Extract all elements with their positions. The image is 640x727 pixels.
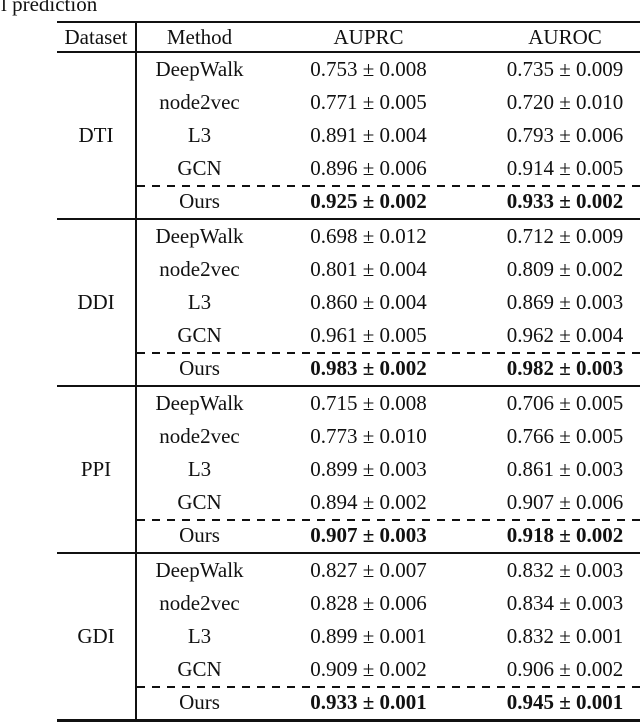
auprc-cell: 0.773 ± 0.010 (310, 424, 427, 448)
auprc-cell: 0.909 ± 0.002 (310, 657, 427, 681)
method-cell: GCN (177, 156, 222, 180)
method-cell: node2vec (159, 257, 240, 281)
method-cell: L3 (187, 290, 212, 314)
dataset-group-gdi: GDI DeepWalk 0.827 ± 0.007 0.832 ± 0.003… (57, 554, 640, 722)
dataset-label: PPI (57, 387, 137, 552)
auroc-cell: 0.706 ± 0.005 (506, 391, 624, 415)
table-header-row: Dataset Method AUPRC AUROC (57, 21, 640, 53)
auroc-cell: 0.832 ± 0.003 (506, 558, 624, 582)
dashed-separator (137, 185, 640, 187)
auprc-cell: 0.828 ± 0.006 (310, 591, 427, 615)
auroc-cell-best: 0.933 ± 0.002 (506, 189, 624, 213)
auprc-cell: 0.899 ± 0.003 (310, 457, 427, 481)
dashed-separator (137, 686, 640, 688)
auroc-cell-best: 0.918 ± 0.002 (506, 523, 624, 547)
caption-fragment: l prediction (1, 0, 98, 16)
auprc-cell: 0.801 ± 0.004 (310, 257, 427, 281)
auroc-cell: 0.907 ± 0.006 (506, 490, 624, 514)
auroc-cell-best: 0.945 ± 0.001 (506, 690, 624, 714)
header-auroc: AUROC (528, 24, 602, 49)
method-cell: node2vec (159, 424, 240, 448)
auroc-cell: 0.720 ± 0.010 (506, 90, 624, 114)
header-dataset: Dataset (57, 23, 137, 51)
auroc-cell: 0.793 ± 0.006 (506, 123, 624, 147)
method-cell: GCN (177, 490, 222, 514)
method-cell: GCN (177, 657, 222, 681)
auprc-cell: 0.827 ± 0.007 (310, 558, 427, 582)
auprc-cell: 0.715 ± 0.008 (310, 391, 427, 415)
auprc-cell: 0.698 ± 0.012 (310, 224, 427, 248)
dataset-group-ppi: PPI DeepWalk 0.715 ± 0.008 0.706 ± 0.005… (57, 387, 640, 554)
header-auprc: AUPRC (333, 24, 404, 49)
auroc-cell: 0.766 ± 0.005 (506, 424, 624, 448)
auroc-cell: 0.832 ± 0.001 (506, 624, 624, 648)
auroc-cell: 0.861 ± 0.003 (506, 457, 624, 481)
auprc-cell: 0.771 ± 0.005 (310, 90, 427, 114)
auprc-cell-best: 0.925 ± 0.002 (310, 189, 427, 213)
method-cell-ours: Ours (179, 356, 220, 380)
auroc-cell: 0.906 ± 0.002 (506, 657, 624, 681)
auroc-cell: 0.914 ± 0.005 (506, 156, 624, 180)
auroc-cell: 0.712 ± 0.009 (506, 224, 624, 248)
dataset-group-dti: DTI DeepWalk 0.753 ± 0.008 0.735 ± 0.009… (57, 53, 640, 220)
auroc-cell: 0.809 ± 0.002 (506, 257, 624, 281)
method-cell: DeepWalk (155, 391, 244, 415)
auroc-cell: 0.962 ± 0.004 (506, 323, 624, 347)
dataset-group-ddi: DDI DeepWalk 0.698 ± 0.012 0.712 ± 0.009… (57, 220, 640, 387)
dataset-label: DTI (57, 53, 137, 218)
auprc-cell: 0.753 ± 0.008 (310, 57, 427, 81)
method-cell: DeepWalk (155, 558, 244, 582)
auprc-cell-best: 0.933 ± 0.001 (310, 690, 427, 714)
auprc-cell: 0.860 ± 0.004 (310, 290, 427, 314)
dashed-separator (137, 519, 640, 521)
auroc-cell: 0.869 ± 0.003 (506, 290, 624, 314)
auroc-cell-best: 0.982 ± 0.003 (506, 356, 624, 380)
method-cell: L3 (187, 457, 212, 481)
auprc-cell: 0.894 ± 0.002 (310, 490, 427, 514)
method-cell-ours: Ours (179, 690, 220, 714)
auprc-cell: 0.891 ± 0.004 (310, 123, 427, 147)
method-cell: DeepWalk (155, 224, 244, 248)
method-cell: node2vec (159, 591, 240, 615)
auroc-cell: 0.834 ± 0.003 (506, 591, 624, 615)
method-cell-ours: Ours (179, 189, 220, 213)
auroc-cell: 0.735 ± 0.009 (506, 57, 624, 81)
method-cell: node2vec (159, 90, 240, 114)
method-cell: L3 (187, 624, 212, 648)
method-cell-ours: Ours (179, 523, 220, 547)
method-cell: GCN (177, 323, 222, 347)
dashed-separator (137, 352, 640, 354)
auprc-cell: 0.961 ± 0.005 (310, 323, 427, 347)
method-cell: L3 (187, 123, 212, 147)
auprc-cell: 0.899 ± 0.001 (310, 624, 427, 648)
auprc-cell: 0.896 ± 0.006 (310, 156, 427, 180)
auprc-cell-best: 0.983 ± 0.002 (310, 356, 427, 380)
header-method: Method (166, 24, 233, 49)
auprc-cell-best: 0.907 ± 0.003 (310, 523, 427, 547)
dataset-label: GDI (57, 554, 137, 719)
results-table: Dataset Method AUPRC AUROC DTI DeepWalk … (57, 21, 640, 722)
dataset-label: DDI (57, 220, 137, 385)
method-cell: DeepWalk (155, 57, 244, 81)
